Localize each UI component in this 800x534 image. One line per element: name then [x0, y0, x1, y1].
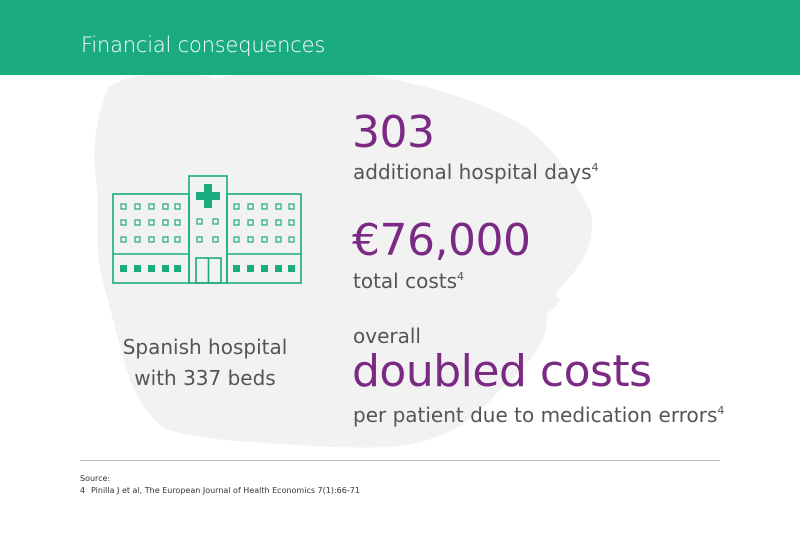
cost-label: total costs4 — [353, 269, 464, 293]
cost-value: €76,000 — [352, 215, 531, 266]
source-citation: 4 Pinilla J et al, The European Journal o… — [80, 486, 360, 495]
source-label: Source: — [80, 474, 111, 483]
doubled-costs-label-text: per patient due to medication errors — [353, 403, 718, 427]
page-title: Financial consequences — [81, 33, 326, 57]
cost-label-text: total costs — [353, 269, 458, 293]
hospital-icon — [112, 175, 302, 284]
hospital-caption-line-1: Spanish hospital — [122, 335, 288, 359]
hospital-caption-line-2: with 337 beds — [134, 366, 276, 390]
doubled-costs-footnote-ref: 4 — [717, 404, 725, 417]
overall-label: overall — [353, 324, 421, 348]
doubled-costs-value: doubled costs — [352, 346, 652, 397]
header-bar: Financial consequences — [0, 0, 800, 75]
cost-footnote-ref: 4 — [457, 270, 465, 283]
days-label: additional hospital days4 — [353, 160, 599, 184]
source-citation-text: Pinilla J et al, The European Journal of… — [91, 486, 360, 495]
days-value: 303 — [352, 107, 435, 158]
days-label-text: additional hospital days — [353, 160, 592, 184]
hospital-caption: Spanish hospital with 337 beds — [100, 332, 310, 394]
source-ref-number: 4 — [80, 486, 86, 495]
doubled-costs-label: per patient due to medication errors4 — [353, 403, 724, 427]
divider-line — [80, 460, 720, 461]
days-footnote-ref: 4 — [591, 161, 599, 174]
